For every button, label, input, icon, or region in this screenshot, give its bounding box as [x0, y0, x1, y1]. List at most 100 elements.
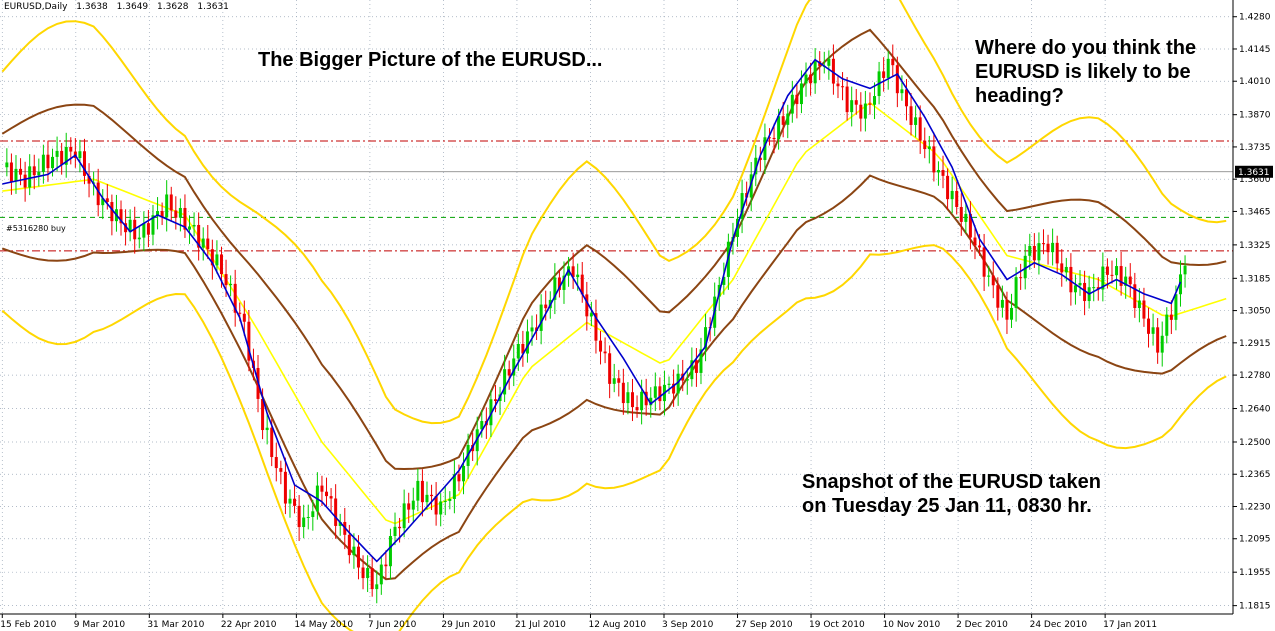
candle-body: [329, 496, 333, 499]
current-price-text: 1.3631: [1238, 168, 1270, 178]
candle-body: [183, 207, 187, 230]
candle-body: [1078, 282, 1082, 286]
candle-body: [827, 58, 831, 66]
candle-body: [69, 146, 73, 152]
candle-body: [388, 536, 392, 567]
candle-body: [393, 526, 397, 537]
y-tick-label: 1.4280: [1239, 13, 1271, 23]
candle-body: [197, 224, 201, 248]
candle-body: [1124, 276, 1128, 286]
y-tick-label: 1.2095: [1239, 535, 1271, 545]
candle-body: [799, 83, 803, 105]
y-tick-label: 1.2230: [1239, 502, 1271, 512]
candle-body: [1032, 245, 1036, 261]
candle-body: [786, 113, 790, 125]
candle-body: [320, 485, 324, 492]
moving-average: [2, 58, 1182, 563]
candle-body: [219, 254, 223, 275]
candle-body: [964, 213, 968, 222]
candle-body: [653, 386, 657, 398]
candle-body: [293, 498, 297, 506]
candle-body: [160, 211, 164, 218]
grid: [0, 0, 1233, 614]
candle-body: [886, 58, 890, 78]
open-value: 1.3638: [76, 2, 108, 12]
candle-body: [946, 175, 950, 200]
candle-body: [704, 327, 708, 350]
order-label[interactable]: #5316280 buy: [6, 224, 66, 233]
candle-body: [110, 202, 114, 222]
candle-body: [137, 237, 141, 240]
candle-body: [722, 276, 726, 285]
x-tick-label: 22 Apr 2010: [221, 620, 277, 630]
candle-body: [41, 154, 45, 172]
candle-body: [398, 526, 402, 529]
candle-body: [1005, 299, 1009, 320]
candle-body: [233, 283, 237, 313]
x-tick-label: 3 Sep 2010: [662, 620, 714, 630]
candle-body: [525, 331, 529, 354]
candle-body: [507, 369, 511, 376]
candle-body: [617, 378, 621, 383]
candle-body: [201, 238, 205, 248]
y-tick-label: 1.3465: [1239, 207, 1271, 217]
candle-body: [229, 283, 233, 286]
candle-body: [265, 427, 269, 431]
x-tick-label: 9 Mar 2010: [74, 620, 126, 630]
y-tick-label: 1.4010: [1239, 77, 1271, 87]
candle-body: [101, 198, 105, 206]
y-tick-label: 1.2915: [1239, 339, 1271, 349]
candle-body: [544, 304, 548, 309]
y-tick-label: 1.3600: [1239, 175, 1271, 185]
candle-body: [658, 386, 662, 402]
candle-body: [420, 480, 424, 503]
y-tick-label: 1.3050: [1239, 307, 1271, 317]
candle-body: [242, 313, 246, 322]
candle-body: [119, 209, 123, 224]
candle-body: [914, 117, 918, 125]
candle-body: [78, 151, 82, 158]
candle-body: [206, 238, 210, 250]
candle-body: [699, 349, 703, 373]
candle-body: [55, 150, 59, 157]
candle-body: [973, 237, 977, 246]
candle-body: [247, 321, 251, 361]
candle-body: [612, 378, 616, 384]
candle-body: [96, 182, 100, 206]
price-levels: [0, 140, 1233, 252]
lower-inner-band: [1, 174, 1227, 581]
candle-body: [19, 168, 23, 175]
candle-body: [1147, 318, 1151, 334]
candle-body: [900, 89, 904, 94]
candle-body: [347, 534, 351, 556]
candle-body: [1169, 314, 1173, 320]
candle-body: [790, 94, 794, 114]
candle-body: [758, 157, 762, 161]
lower-outer-band: [1, 244, 1227, 631]
candle-body: [1110, 274, 1114, 276]
question-line: EURUSD is likely to be: [975, 61, 1191, 83]
candle-body: [603, 351, 607, 354]
candle-body: [23, 174, 27, 188]
candle-body: [978, 245, 982, 248]
candle-body: [1014, 277, 1018, 308]
candle-body: [512, 358, 516, 376]
candle-body: [767, 137, 771, 139]
candle-body: [804, 74, 808, 84]
candle-body: [156, 211, 160, 216]
y-tick-label: 1.2780: [1239, 371, 1271, 381]
candle-body: [1142, 300, 1146, 319]
candle-body: [146, 223, 150, 235]
y-tick-label: 1.3735: [1239, 143, 1271, 153]
candle-body: [338, 522, 342, 526]
candle-body: [1119, 266, 1123, 286]
candle-body: [370, 568, 374, 590]
candle-body: [105, 198, 109, 203]
candle-body: [165, 194, 169, 218]
x-tick-label: 21 Jul 2010: [515, 620, 566, 630]
candle-body: [279, 468, 283, 472]
y-tick-label: 1.1955: [1239, 568, 1271, 578]
chart-header: EURUSD,Daily 1.3638 1.3649 1.3628 1.3631: [4, 2, 235, 12]
